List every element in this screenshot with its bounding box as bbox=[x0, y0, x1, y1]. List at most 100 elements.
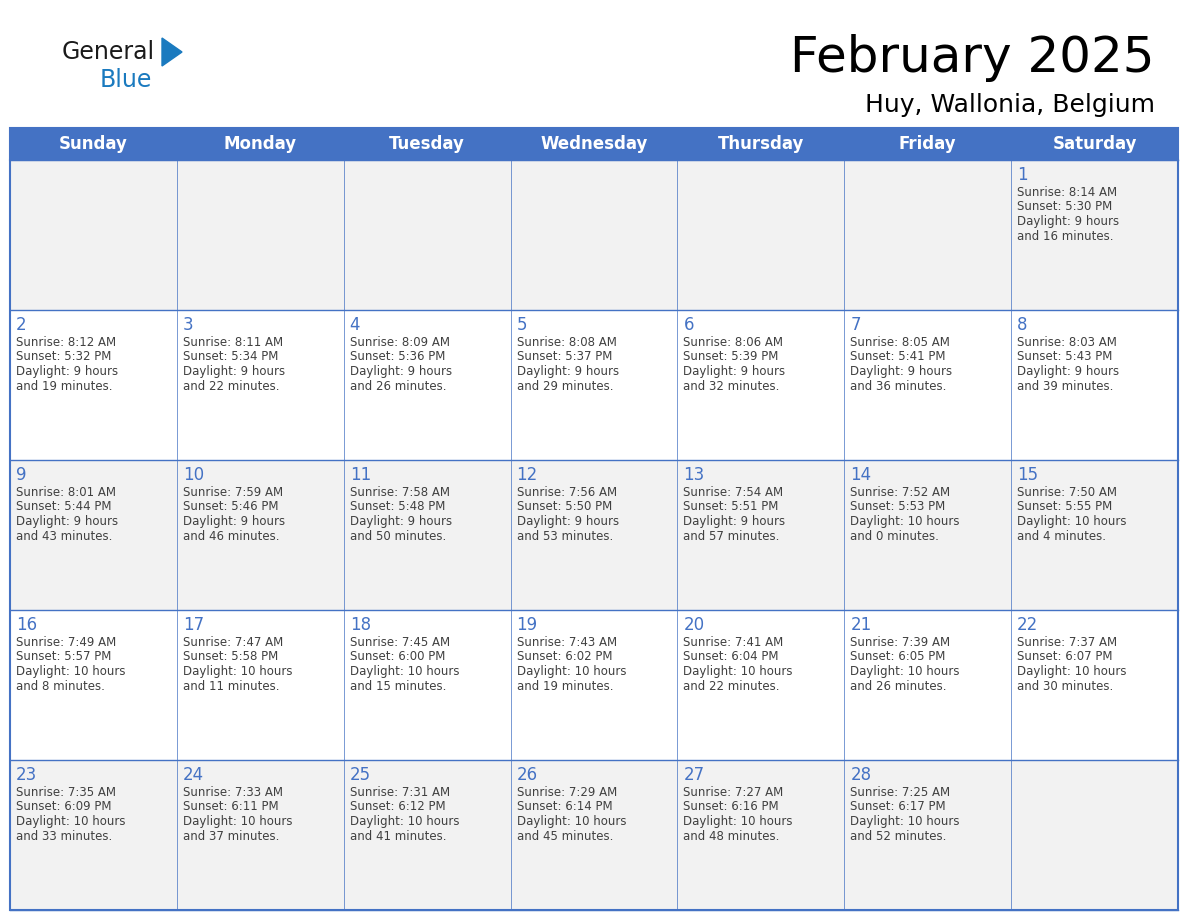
Text: Daylight: 10 hours: Daylight: 10 hours bbox=[349, 815, 460, 828]
Text: Sunset: 6:09 PM: Sunset: 6:09 PM bbox=[15, 800, 112, 813]
Text: 6: 6 bbox=[683, 316, 694, 334]
Bar bbox=[177, 760, 343, 910]
Text: and 19 minutes.: and 19 minutes. bbox=[517, 679, 613, 692]
Text: and 33 minutes.: and 33 minutes. bbox=[15, 830, 112, 843]
Text: Sunset: 5:34 PM: Sunset: 5:34 PM bbox=[183, 351, 278, 364]
Text: Friday: Friday bbox=[899, 135, 956, 153]
Text: Sunrise: 8:09 AM: Sunrise: 8:09 AM bbox=[349, 336, 450, 349]
Text: 1: 1 bbox=[1017, 166, 1028, 184]
Text: Thursday: Thursday bbox=[718, 135, 804, 153]
Text: Sunset: 6:00 PM: Sunset: 6:00 PM bbox=[349, 651, 446, 664]
Text: and 41 minutes.: and 41 minutes. bbox=[349, 830, 447, 843]
Bar bbox=[677, 760, 845, 910]
Text: Sunset: 5:39 PM: Sunset: 5:39 PM bbox=[683, 351, 779, 364]
Text: and 52 minutes.: and 52 minutes. bbox=[851, 830, 947, 843]
Text: Sunset: 5:58 PM: Sunset: 5:58 PM bbox=[183, 651, 278, 664]
Bar bbox=[1011, 760, 1178, 910]
Text: Sunset: 5:57 PM: Sunset: 5:57 PM bbox=[15, 651, 112, 664]
Text: Daylight: 9 hours: Daylight: 9 hours bbox=[15, 365, 118, 378]
Text: Blue: Blue bbox=[100, 68, 152, 92]
Text: and 37 minutes.: and 37 minutes. bbox=[183, 830, 279, 843]
Text: Sunset: 5:36 PM: Sunset: 5:36 PM bbox=[349, 351, 446, 364]
Text: 24: 24 bbox=[183, 766, 204, 784]
Text: Daylight: 10 hours: Daylight: 10 hours bbox=[15, 815, 126, 828]
Bar bbox=[845, 760, 1011, 910]
Text: 17: 17 bbox=[183, 616, 204, 634]
Bar bbox=[511, 460, 677, 610]
Bar bbox=[511, 610, 677, 760]
Text: 15: 15 bbox=[1017, 466, 1038, 484]
Text: Sunset: 6:16 PM: Sunset: 6:16 PM bbox=[683, 800, 779, 813]
Text: Sunset: 5:46 PM: Sunset: 5:46 PM bbox=[183, 500, 278, 513]
Text: February 2025: February 2025 bbox=[790, 34, 1155, 82]
Text: Sunrise: 7:43 AM: Sunrise: 7:43 AM bbox=[517, 636, 617, 649]
Text: Monday: Monday bbox=[223, 135, 297, 153]
Text: Sunset: 5:32 PM: Sunset: 5:32 PM bbox=[15, 351, 112, 364]
Bar bbox=[343, 460, 511, 610]
Text: and 32 minutes.: and 32 minutes. bbox=[683, 379, 779, 393]
Text: and 45 minutes.: and 45 minutes. bbox=[517, 830, 613, 843]
Text: 2: 2 bbox=[15, 316, 26, 334]
Text: Wednesday: Wednesday bbox=[541, 135, 647, 153]
Text: Sunset: 5:55 PM: Sunset: 5:55 PM bbox=[1017, 500, 1112, 513]
Text: Sunrise: 7:35 AM: Sunrise: 7:35 AM bbox=[15, 786, 116, 799]
Text: Daylight: 9 hours: Daylight: 9 hours bbox=[349, 515, 451, 528]
Text: Sunrise: 8:08 AM: Sunrise: 8:08 AM bbox=[517, 336, 617, 349]
Text: Sunrise: 8:11 AM: Sunrise: 8:11 AM bbox=[183, 336, 283, 349]
Text: and 4 minutes.: and 4 minutes. bbox=[1017, 530, 1106, 543]
Text: Sunset: 5:43 PM: Sunset: 5:43 PM bbox=[1017, 351, 1112, 364]
Bar bbox=[10, 310, 177, 460]
Text: Sunrise: 7:47 AM: Sunrise: 7:47 AM bbox=[183, 636, 283, 649]
Text: Sunset: 6:11 PM: Sunset: 6:11 PM bbox=[183, 800, 278, 813]
Text: and 19 minutes.: and 19 minutes. bbox=[15, 379, 113, 393]
Text: and 36 minutes.: and 36 minutes. bbox=[851, 379, 947, 393]
Text: Sunset: 6:17 PM: Sunset: 6:17 PM bbox=[851, 800, 946, 813]
Text: Daylight: 10 hours: Daylight: 10 hours bbox=[183, 665, 292, 678]
Text: Sunrise: 7:45 AM: Sunrise: 7:45 AM bbox=[349, 636, 450, 649]
Text: and 57 minutes.: and 57 minutes. bbox=[683, 530, 779, 543]
Text: Daylight: 10 hours: Daylight: 10 hours bbox=[517, 815, 626, 828]
Bar bbox=[10, 160, 177, 310]
Text: Sunrise: 7:31 AM: Sunrise: 7:31 AM bbox=[349, 786, 450, 799]
Text: Sunrise: 7:29 AM: Sunrise: 7:29 AM bbox=[517, 786, 617, 799]
Text: Sunset: 5:48 PM: Sunset: 5:48 PM bbox=[349, 500, 446, 513]
Bar bbox=[677, 160, 845, 310]
Text: and 39 minutes.: and 39 minutes. bbox=[1017, 379, 1113, 393]
Bar bbox=[177, 460, 343, 610]
Text: Sunset: 5:30 PM: Sunset: 5:30 PM bbox=[1017, 200, 1112, 214]
Text: and 46 minutes.: and 46 minutes. bbox=[183, 530, 279, 543]
Text: Sunrise: 7:41 AM: Sunrise: 7:41 AM bbox=[683, 636, 784, 649]
Text: 23: 23 bbox=[15, 766, 37, 784]
Text: Sunrise: 7:33 AM: Sunrise: 7:33 AM bbox=[183, 786, 283, 799]
Text: Saturday: Saturday bbox=[1053, 135, 1137, 153]
Text: Daylight: 9 hours: Daylight: 9 hours bbox=[1017, 215, 1119, 228]
Text: and 43 minutes.: and 43 minutes. bbox=[15, 530, 113, 543]
Text: Sunset: 5:50 PM: Sunset: 5:50 PM bbox=[517, 500, 612, 513]
Text: Sunset: 5:44 PM: Sunset: 5:44 PM bbox=[15, 500, 112, 513]
Text: Sunrise: 7:59 AM: Sunrise: 7:59 AM bbox=[183, 486, 283, 499]
Text: Daylight: 10 hours: Daylight: 10 hours bbox=[683, 665, 792, 678]
Text: Sunset: 6:02 PM: Sunset: 6:02 PM bbox=[517, 651, 612, 664]
Text: 4: 4 bbox=[349, 316, 360, 334]
Text: and 11 minutes.: and 11 minutes. bbox=[183, 679, 279, 692]
Text: Daylight: 10 hours: Daylight: 10 hours bbox=[349, 665, 460, 678]
Bar bbox=[511, 310, 677, 460]
Bar bbox=[845, 160, 1011, 310]
Bar bbox=[511, 160, 677, 310]
Text: and 0 minutes.: and 0 minutes. bbox=[851, 530, 940, 543]
Text: Daylight: 9 hours: Daylight: 9 hours bbox=[1017, 365, 1119, 378]
Text: 11: 11 bbox=[349, 466, 371, 484]
Bar bbox=[10, 460, 177, 610]
Text: Sunrise: 7:49 AM: Sunrise: 7:49 AM bbox=[15, 636, 116, 649]
Text: Sunrise: 7:27 AM: Sunrise: 7:27 AM bbox=[683, 786, 784, 799]
Text: Daylight: 10 hours: Daylight: 10 hours bbox=[1017, 515, 1126, 528]
Bar bbox=[1011, 310, 1178, 460]
Bar bbox=[10, 610, 177, 760]
Text: Sunday: Sunday bbox=[59, 135, 128, 153]
Text: 5: 5 bbox=[517, 316, 527, 334]
Bar bbox=[1011, 160, 1178, 310]
Bar bbox=[845, 610, 1011, 760]
Text: Daylight: 10 hours: Daylight: 10 hours bbox=[683, 815, 792, 828]
Text: Sunrise: 7:37 AM: Sunrise: 7:37 AM bbox=[1017, 636, 1117, 649]
Text: Daylight: 9 hours: Daylight: 9 hours bbox=[683, 365, 785, 378]
